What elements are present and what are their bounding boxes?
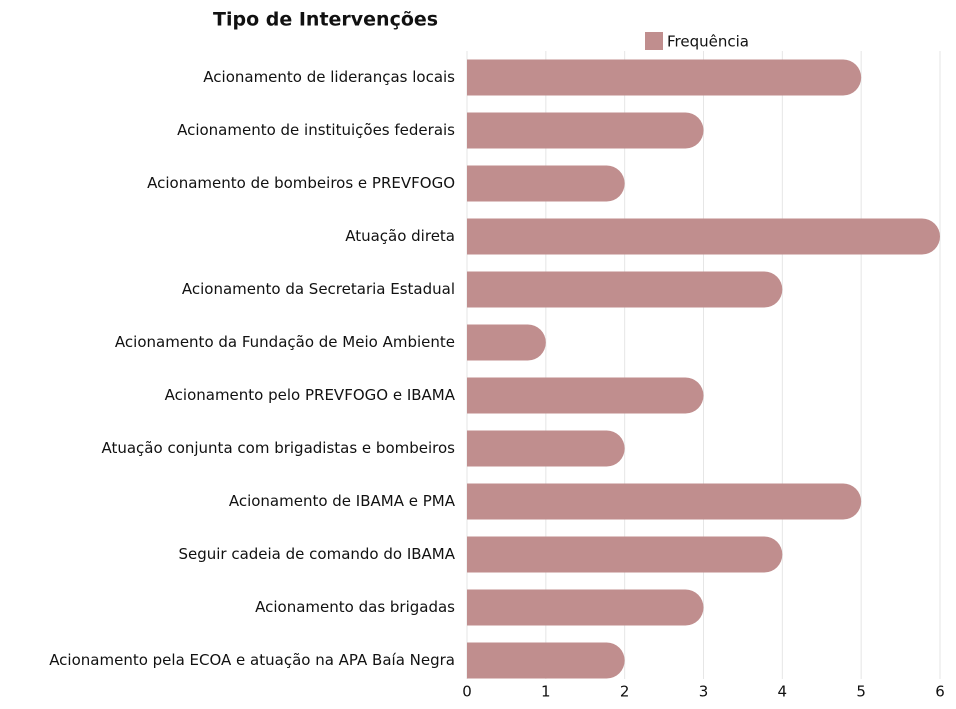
legend-swatch [645, 32, 663, 50]
x-tick-label: 6 [935, 683, 945, 701]
x-tick-label: 3 [699, 683, 709, 701]
y-tick-label: Atuação conjunta com brigadistas e bombe… [101, 439, 455, 457]
bar [467, 165, 625, 202]
y-tick-label: Atuação direta [345, 227, 455, 245]
chart-title: Tipo de Intervenções [213, 9, 438, 31]
x-tick-label: 0 [462, 683, 472, 701]
bar [467, 642, 625, 679]
x-tick-label: 4 [778, 683, 788, 701]
x-tick-label: 2 [620, 683, 630, 701]
y-tick-label: Acionamento de instituições federais [177, 121, 455, 139]
x-tick-label: 1 [541, 683, 551, 701]
bar [467, 589, 704, 626]
legend-label: Frequência [667, 33, 749, 51]
y-tick-label: Acionamento pela ECOA e atuação na APA B… [49, 651, 455, 669]
x-tick-label: 5 [856, 683, 866, 701]
bar [467, 483, 862, 520]
y-tick-label: Seguir cadeia de comando do IBAMA [178, 545, 455, 563]
bar [467, 112, 704, 149]
y-tick-label: Acionamento de bombeiros e PREVFOGO [147, 174, 455, 192]
bar [467, 536, 783, 573]
bar [467, 59, 862, 96]
y-tick-label: Acionamento pelo PREVFOGO e IBAMA [165, 386, 456, 404]
bar [467, 430, 625, 467]
bar [467, 218, 940, 255]
y-tick-label: Acionamento das brigadas [255, 598, 455, 616]
y-tick-label: Acionamento da Fundação de Meio Ambiente [115, 333, 455, 351]
y-tick-label: Acionamento de IBAMA e PMA [229, 492, 456, 510]
bar [467, 271, 783, 308]
bar [467, 324, 546, 361]
bar [467, 377, 704, 414]
y-tick-label: Acionamento de lideranças locais [203, 68, 455, 86]
y-tick-label: Acionamento da Secretaria Estadual [182, 280, 455, 298]
